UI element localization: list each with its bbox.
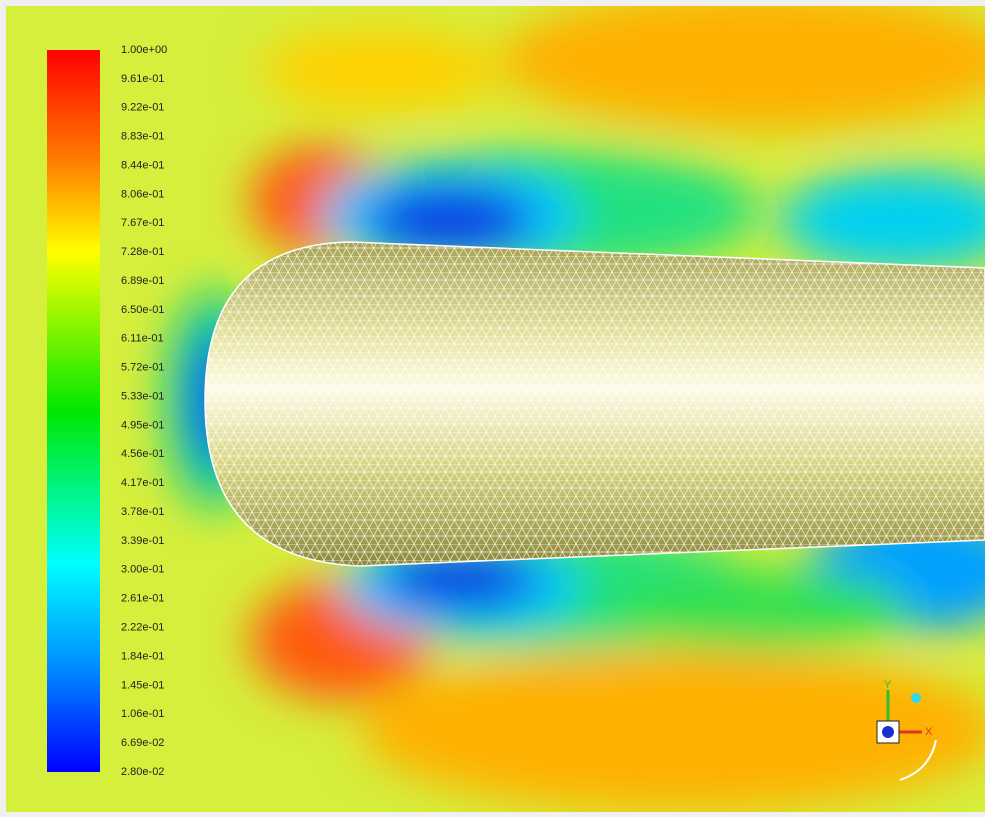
colorbar-label: 5.33e-01 <box>121 390 164 402</box>
colorbar-label: 1.84e-01 <box>121 650 164 662</box>
colorbar <box>47 50 100 772</box>
colorbar-label: 6.11e-01 <box>121 333 164 345</box>
colorbar-label: 2.22e-01 <box>121 622 164 634</box>
triad-y-label: Y <box>884 679 892 691</box>
body-surface <box>205 242 985 566</box>
colorbar-label: 4.17e-01 <box>121 477 164 489</box>
colorbar-label: 1.00e+00 <box>121 44 167 56</box>
page: 1.00e+00 9.61e-01 9.22e-01 8.83e-01 8.44e-01… <box>0 0 985 812</box>
colorbar-label: 9.61e-01 <box>121 73 164 85</box>
triad-x-label: X <box>925 726 933 738</box>
colorbar-label: 7.67e-01 <box>121 217 164 229</box>
viewport: 1.00e+00 9.61e-01 9.22e-01 8.83e-01 8.44e-01… <box>0 0 985 812</box>
colorbar-label: 8.83e-01 <box>121 131 164 143</box>
colorbar-label: 1.45e-01 <box>121 679 164 691</box>
colorbar-label: 4.56e-01 <box>121 448 164 460</box>
colorbar-label: 6.50e-01 <box>121 304 164 316</box>
colorbar-label: 1.06e-01 <box>121 708 164 720</box>
colorbar-label: 6.69e-02 <box>121 737 164 749</box>
colorbar-label: 3.78e-01 <box>121 506 164 518</box>
colorbar-label: 2.61e-01 <box>121 593 164 605</box>
colorbar-label: 2.80e-02 <box>121 766 164 778</box>
colorbar-label: 5.72e-01 <box>121 362 164 374</box>
colorbar-label: 8.06e-01 <box>121 188 164 200</box>
colorbar-label: 6.89e-01 <box>121 275 164 287</box>
colorbar-label: 3.00e-01 <box>121 564 164 576</box>
colorbar-label: 3.39e-01 <box>121 535 164 547</box>
colorbar-label: 7.28e-01 <box>121 246 164 258</box>
colorbar-label: 9.22e-01 <box>121 102 164 114</box>
colorbar-label: 8.44e-01 <box>121 159 164 171</box>
colorbar-label: 4.95e-01 <box>121 419 164 431</box>
